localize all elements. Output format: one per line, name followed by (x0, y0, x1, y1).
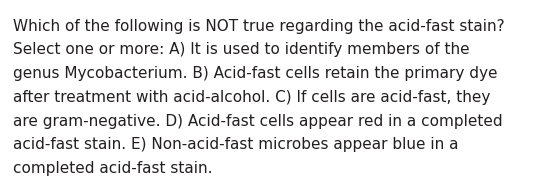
Text: Select one or more: A) It is used to identify members of the: Select one or more: A) It is used to ide… (13, 42, 470, 58)
Text: completed acid-fast stain.: completed acid-fast stain. (13, 161, 213, 176)
Text: are gram-negative. D) Acid-fast cells appear red in a completed: are gram-negative. D) Acid-fast cells ap… (13, 114, 503, 129)
Text: Which of the following is NOT true regarding the acid-fast stain?: Which of the following is NOT true regar… (13, 19, 504, 34)
Text: after treatment with acid-alcohol. C) If cells are acid-fast, they: after treatment with acid-alcohol. C) If… (13, 90, 490, 105)
Text: acid-fast stain. E) Non-acid-fast microbes appear blue in a: acid-fast stain. E) Non-acid-fast microb… (13, 137, 459, 152)
Text: genus Mycobacterium. B) Acid-fast cells retain the primary dye: genus Mycobacterium. B) Acid-fast cells … (13, 66, 498, 81)
